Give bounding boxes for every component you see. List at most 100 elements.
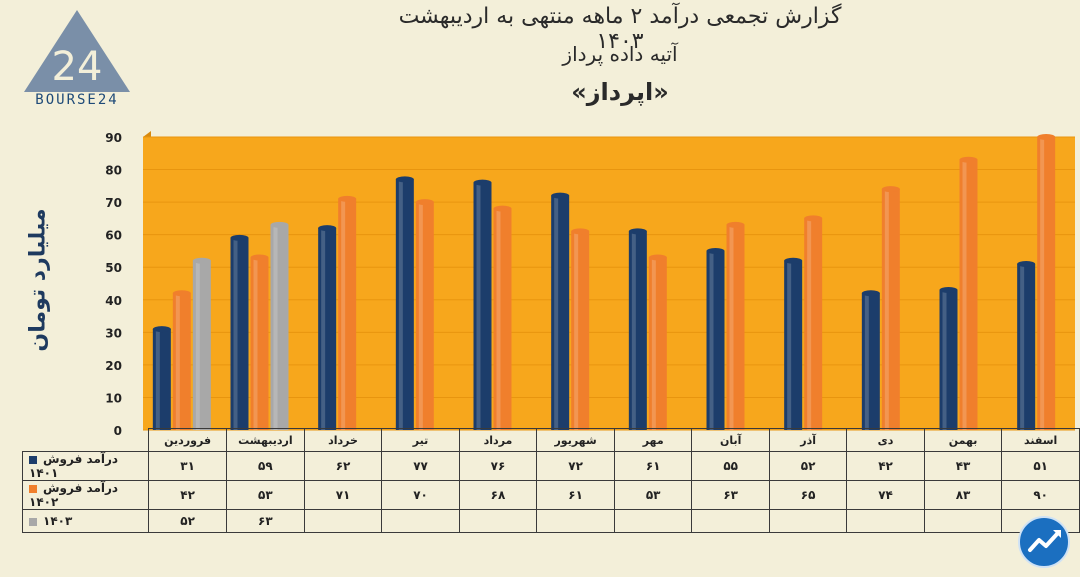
y-tick-label: 30 — [105, 326, 122, 340]
category-label: بهمن — [923, 428, 1003, 452]
category-label: آذر — [768, 428, 848, 452]
legend-entry: درآمد فروش ۱۴۰۱ — [21, 451, 150, 481]
data-label — [458, 509, 538, 533]
legend-swatch — [29, 455, 37, 464]
y-tick-label: 20 — [105, 359, 122, 373]
data-label: ۴۲ — [846, 451, 925, 481]
data-label: ۷۴ — [846, 480, 925, 510]
bar — [318, 225, 337, 430]
data-label: ۷۱ — [303, 480, 383, 510]
chart-title: گزارش تجمعی درآمد ۲ ماهه منتهی به اردیبه… — [398, 4, 842, 54]
bourse24-logo: 24 — [22, 8, 132, 110]
data-label: ۷۶ — [458, 451, 538, 481]
category-label: تیر — [381, 428, 460, 452]
bar — [473, 179, 492, 430]
bar — [881, 186, 900, 430]
data-label — [536, 509, 615, 533]
series-name: ۱۴۰۳ — [43, 514, 73, 528]
data-label: ۵۲ — [148, 509, 227, 533]
category-label: فروردین — [148, 428, 227, 452]
y-tick-label: 0 — [114, 424, 122, 438]
bar — [172, 290, 191, 430]
data-label — [303, 509, 383, 533]
y-tick-label: 10 — [105, 391, 122, 405]
logo-mark: 24 — [52, 44, 103, 90]
data-label: ۷۷ — [381, 451, 460, 481]
table-row: ۱۴۰۳ ۵۲ ۶۳ — [21, 509, 1080, 533]
data-label: ۷۲ — [536, 451, 615, 481]
table-corner — [23, 429, 149, 452]
legend-entry: ۱۴۰۳ — [21, 509, 150, 533]
data-label — [846, 509, 925, 533]
category-label: مرداد — [458, 428, 538, 452]
data-label — [923, 509, 1003, 533]
category-label: آبان — [691, 428, 770, 452]
bar — [338, 195, 357, 430]
bar — [152, 326, 171, 430]
y-tick-label: 70 — [105, 196, 122, 210]
y-tick-label: 50 — [105, 261, 122, 275]
data-label — [768, 509, 848, 533]
data-label: ۴۳ — [923, 451, 1003, 481]
category-label: شهریور — [536, 428, 615, 452]
logo-text: BOURSE24 — [35, 92, 119, 108]
y-tick-label: 40 — [105, 294, 122, 308]
data-label: ۴۲ — [148, 480, 227, 510]
bar — [784, 257, 803, 430]
table-row: درآمد فروش ۱۴۰۲ ۴۲ ۵۳ ۷۱ ۷۰ ۶۸ ۶۱ ۵۳ ۶۳ ۶۵ ۷۴ ۸۳ ۹۰ — [21, 480, 1080, 510]
bar — [726, 221, 745, 430]
bar — [628, 228, 647, 430]
data-table: فروردین اردیبهشت خرداد تیر مرداد شهریور مهر آبا… — [21, 428, 1080, 533]
bar — [804, 215, 823, 430]
bar — [706, 247, 725, 430]
data-label: ۵۱ — [1001, 451, 1080, 481]
logo-triangle-icon: 24 — [24, 10, 130, 92]
data-label: ۶۵ — [768, 480, 848, 510]
bar — [939, 287, 958, 430]
data-label — [613, 509, 693, 533]
category-label: اردیبهشت — [225, 428, 305, 452]
data-label: ۳۱ — [148, 451, 227, 481]
legend-swatch — [29, 517, 37, 526]
data-label — [691, 509, 770, 533]
bar — [1017, 260, 1036, 430]
data-label: ۵۲ — [768, 451, 848, 481]
plot-area — [143, 137, 1075, 430]
category-label: اسفند — [1001, 428, 1080, 452]
data-label: ۵۳ — [613, 480, 693, 510]
bar — [959, 156, 978, 431]
bar — [395, 176, 414, 430]
data-label: ۸۳ — [923, 480, 1003, 510]
data-label: ۶۳ — [691, 480, 770, 510]
data-label: ۷۰ — [381, 480, 460, 510]
bar — [1037, 134, 1056, 430]
table-row: درآمد فروش ۱۴۰۱ ۳۱ ۵۹ ۶۲ ۷۷ ۷۶ ۷۲ ۶۱ ۵۵ ۵۲ ۴۲ ۴۳ ۵۱ — [21, 451, 1080, 481]
bar — [493, 205, 512, 430]
bar — [230, 234, 249, 430]
category-label: دی — [846, 428, 925, 452]
data-label: ۶۲ — [303, 451, 383, 481]
y-tick-label: 90 — [105, 131, 122, 145]
y-tick-label: 60 — [105, 229, 122, 243]
bar — [250, 254, 269, 430]
trend-arrow-icon — [1018, 516, 1070, 568]
category-label: خرداد — [303, 428, 383, 452]
bar — [270, 221, 289, 430]
category-label: مهر — [613, 428, 693, 452]
data-label: ۵۳ — [225, 480, 305, 510]
legend-swatch — [29, 484, 37, 493]
y-tick-label: 80 — [105, 164, 122, 178]
company-name: آتیه داده پرداز — [562, 42, 678, 66]
data-label: ۶۱ — [536, 480, 615, 510]
bar — [571, 228, 590, 430]
series-name: درآمد فروش ۱۴۰۲ — [29, 481, 119, 509]
data-label: ۵۵ — [691, 451, 770, 481]
bar — [415, 199, 434, 430]
bar — [551, 192, 570, 430]
data-label: ۶۸ — [458, 480, 538, 510]
data-label: ۹۰ — [1001, 480, 1080, 510]
bar — [861, 290, 880, 430]
series-name: درآمد فروش ۱۴۰۱ — [29, 452, 119, 480]
ticker-name: «اپرداز» — [571, 78, 669, 106]
